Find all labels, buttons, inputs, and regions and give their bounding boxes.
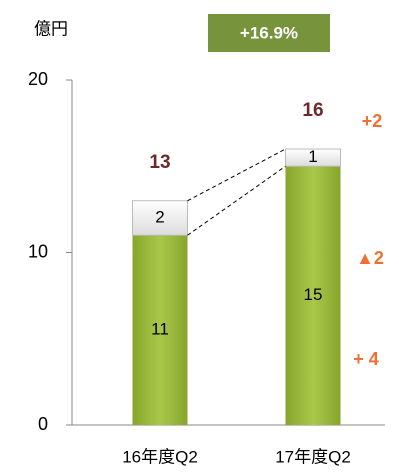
bar-segment xyxy=(132,235,188,425)
connector xyxy=(187,165,286,236)
y-tick-label: 20 xyxy=(28,69,48,89)
segment-label: 11 xyxy=(151,320,169,339)
x-tick-label: 17年度Q2 xyxy=(275,447,351,466)
bar-segment xyxy=(285,166,341,425)
total-label: 16 xyxy=(302,100,323,121)
segment-label: 1 xyxy=(308,147,317,166)
segment-label: 15 xyxy=(304,285,323,304)
y-tick-label: 0 xyxy=(38,414,48,434)
bar-segment xyxy=(285,148,341,167)
y-axis-label: 億円 xyxy=(34,19,68,38)
bar-segment xyxy=(132,200,188,236)
x-tick-label: 16年度Q2 xyxy=(122,447,198,466)
change-label: +2 xyxy=(362,111,383,131)
connector xyxy=(187,148,286,202)
change-label: ▲2 xyxy=(356,248,384,268)
growth-box xyxy=(208,14,330,52)
segment-label: 2 xyxy=(155,207,164,226)
y-tick-label: 10 xyxy=(28,241,48,261)
total-label: 13 xyxy=(149,152,170,173)
change-label: + 4 xyxy=(353,349,379,369)
growth-label: +16.9% xyxy=(240,23,298,42)
